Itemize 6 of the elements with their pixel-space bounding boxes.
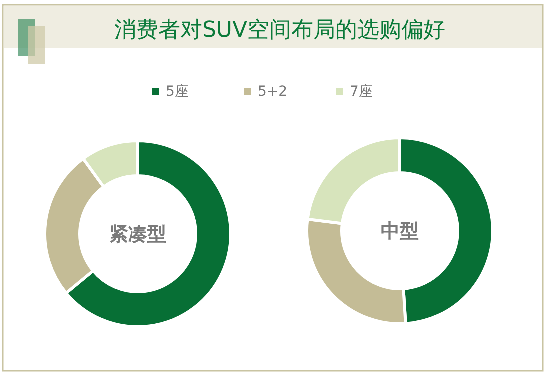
legend-label: 5+2 [258, 84, 288, 100]
text: 紧凑型 [110, 224, 166, 246]
legend-label: 7座 [350, 84, 373, 100]
chart-title: 消费者对SUV空间布局的选购偏好 [114, 18, 446, 43]
text: 中型 [381, 220, 419, 243]
legend-label: 5座 [166, 84, 189, 100]
